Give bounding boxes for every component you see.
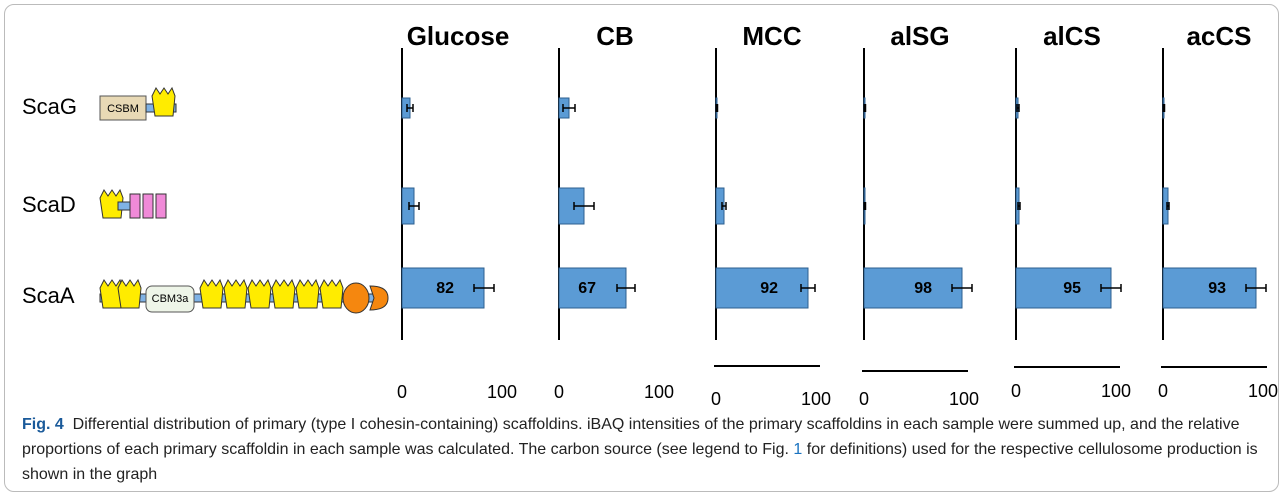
data-label: 98 <box>914 280 932 297</box>
error-bar <box>573 202 595 210</box>
cohesin <box>99 278 124 309</box>
panel-title: Glucose <box>407 21 510 51</box>
caption-label: Fig. 4 <box>22 416 64 433</box>
x-tick-label: 0 <box>397 382 407 402</box>
chart: ScaG ScaD ScaA CSBM CBM3a Glucose 0 100 82 C… <box>22 21 1278 409</box>
error-bar <box>721 202 727 210</box>
row-label: ScaA <box>22 283 75 308</box>
scaa-diagram: CBM3a <box>99 278 389 314</box>
cohesin <box>199 278 224 309</box>
error-bar <box>408 202 420 210</box>
bar <box>863 267 963 309</box>
data-label: 92 <box>760 280 778 297</box>
x-tick-label: 100 <box>487 382 517 402</box>
panel-title: alSG <box>890 21 949 51</box>
x-tick-label: 0 <box>1011 381 1021 401</box>
caption: Fig. 4 Differential distribution of prim… <box>22 412 1262 487</box>
row-label: ScaD <box>22 192 76 217</box>
panel-title: alCS <box>1043 21 1101 51</box>
error-bar <box>863 104 867 112</box>
panel-title: acCS <box>1186 21 1251 51</box>
cohesin <box>319 278 344 309</box>
x-tick-label: 100 <box>1101 381 1131 401</box>
caption-text: for definitions) used for the respective… <box>22 441 1258 483</box>
x-tick-label: 100 <box>949 389 979 409</box>
caption-text: Differential distribution of primary (ty… <box>22 416 1240 458</box>
error-bar <box>1166 202 1170 210</box>
bar <box>1162 267 1257 309</box>
cohesin <box>117 278 142 309</box>
error-bar <box>863 202 867 210</box>
error-bar <box>1162 104 1166 112</box>
bar <box>715 267 809 309</box>
data-label: 67 <box>578 280 596 297</box>
panel-title: MCC <box>742 21 801 51</box>
x-tick-label: 100 <box>1248 381 1278 401</box>
scad-diagram <box>99 188 167 219</box>
error-bar <box>473 284 495 292</box>
error-bar <box>951 284 973 292</box>
bar <box>401 267 485 309</box>
error-bar <box>800 284 816 292</box>
x-tick-label: 0 <box>711 389 721 409</box>
panel-title: CB <box>596 21 634 51</box>
error-bar <box>715 104 719 112</box>
x-tick-label: 0 <box>1158 381 1168 401</box>
error-bar <box>1016 104 1020 112</box>
x-tick-label: 100 <box>801 389 831 409</box>
error-bar <box>1245 284 1267 292</box>
bar <box>558 267 627 309</box>
data-label: 82 <box>436 280 454 297</box>
bar <box>1015 267 1112 309</box>
caption-link[interactable]: 1 <box>793 441 803 458</box>
cohesin <box>223 278 248 309</box>
error-bar <box>406 104 414 112</box>
x-tick-label: 0 <box>859 389 869 409</box>
cohesin <box>271 278 296 309</box>
module-label: CBM3a <box>152 293 190 305</box>
error-bar <box>562 104 576 112</box>
error-bar <box>1100 284 1122 292</box>
error-bar <box>616 284 636 292</box>
cohesin <box>247 278 272 309</box>
data-label: 95 <box>1063 280 1081 297</box>
data-label: 93 <box>1208 280 1226 297</box>
x-tick-label: 100 <box>644 382 674 402</box>
scag-diagram: CSBM <box>99 86 177 121</box>
x-tick-label: 0 <box>554 382 564 402</box>
row-label: ScaG <box>22 94 77 119</box>
frame <box>4 4 1279 492</box>
error-bar <box>1017 202 1021 210</box>
cohesin <box>295 278 320 309</box>
module-label: CSBM <box>107 103 139 115</box>
